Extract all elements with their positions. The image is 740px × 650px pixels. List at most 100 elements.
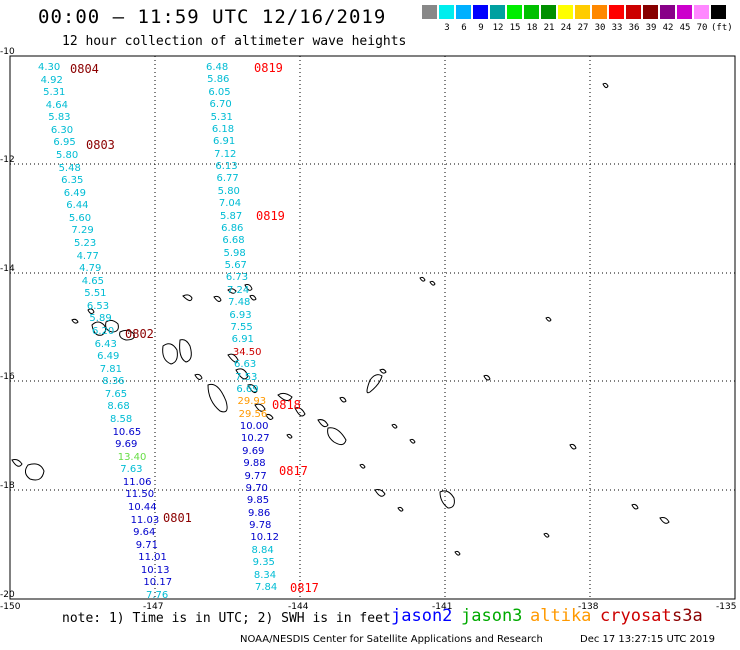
west-track-value: 6.49	[63, 187, 86, 199]
west-track-value: 13.40	[117, 451, 147, 463]
footer-credit: NOAA/NESDIS Center for Satellite Applica…	[240, 634, 543, 645]
colorbar-label: 42	[662, 23, 674, 33]
east-track-value: 7.84	[255, 582, 278, 593]
east-track-value: 6.93	[229, 309, 252, 321]
pass-time-label: 0817	[279, 464, 308, 478]
footer-timestamp: Dec 17 13:27:15 UTC 2019	[580, 634, 715, 645]
west-track-value: 5.60	[68, 212, 92, 224]
west-track-value: 4.65	[81, 275, 104, 287]
colorbar-swatch	[575, 5, 590, 19]
lat-label: -16	[0, 372, 15, 382]
west-track-value: 6.35	[61, 175, 84, 187]
colorbar-swatch	[473, 5, 488, 19]
colorbar-label: 33	[611, 23, 623, 33]
colorbar-swatch	[524, 5, 539, 19]
east-track-value: 29.56	[238, 408, 268, 420]
colorbar-swatch	[694, 5, 709, 19]
west-track-value: 6.95	[53, 137, 76, 149]
east-track-value: 9.86	[248, 507, 271, 519]
east-track-value: 8.34	[253, 569, 277, 581]
west-track-value: 11.50	[125, 489, 155, 501]
west-track-value: 6.30	[50, 124, 74, 136]
west-track-value: 5.31	[43, 87, 66, 99]
west-track-value: 8.36	[102, 376, 125, 388]
pass-time-label: 0819	[254, 61, 283, 75]
pass-time-label: 0804	[70, 62, 99, 76]
east-track-value: 5.80	[217, 185, 240, 197]
east-track-value: 7.48	[228, 297, 251, 309]
west-track-value: 4.64	[45, 99, 68, 111]
east-track-value: 10.27	[241, 433, 270, 445]
east-track-value: 7.04	[218, 198, 242, 210]
west-track-value: 9.71	[135, 539, 158, 551]
pass-time-label: 0802	[125, 327, 154, 341]
map-subtitle: 12 hour collection of altimeter wave hei…	[62, 34, 407, 49]
west-track-value: 5.48	[58, 162, 81, 174]
west-track-value: 5.80	[56, 150, 79, 161]
east-track-value: 10.00	[239, 421, 269, 433]
west-track-value: 10.44	[128, 502, 157, 513]
pass-time-label: 0819	[256, 209, 285, 223]
east-track-value: 7.24	[227, 284, 250, 296]
west-track-value: 8.68	[107, 401, 130, 413]
pass-time-label: 0803	[86, 138, 115, 152]
colorbar-label: 30	[594, 23, 606, 33]
colorbar-label: 18	[526, 23, 538, 33]
west-track-value: 5.83	[48, 112, 71, 124]
east-track-value: 6.48	[206, 62, 229, 73]
west-track-value: 11.01	[138, 552, 167, 564]
east-track-value: 5.98	[223, 247, 246, 259]
west-track-value: 6.53	[86, 300, 110, 312]
lat-label: -10	[0, 47, 15, 57]
pass-time-label: 0801	[163, 511, 192, 525]
colorbar-swatch	[643, 5, 658, 19]
colorbar-label: 6	[461, 23, 467, 33]
west-track-value: 4.30	[38, 62, 61, 73]
colorbar-label: 12	[492, 23, 504, 33]
colorbar-swatch	[541, 5, 556, 19]
west-track-value: 10.65	[112, 426, 142, 438]
west-track-value: 7.63	[120, 464, 143, 476]
west-track-value: 7.76	[146, 590, 169, 601]
colorbar-swatch	[711, 5, 726, 19]
colorbar-label: 15	[509, 23, 521, 33]
east-track-value: 9.69	[242, 445, 265, 457]
lon-label: -147	[143, 602, 164, 612]
east-track-value: 6.18	[211, 123, 235, 135]
west-track-value: 4.79	[79, 263, 102, 275]
west-track-value: 10.17	[143, 577, 173, 589]
lon-label: -150	[0, 602, 21, 612]
east-track-value: 5.87	[220, 210, 243, 222]
east-track-value: 9.85	[246, 495, 270, 507]
legend-s3a: s3a	[672, 606, 703, 626]
colorbar-label: 27	[577, 23, 589, 33]
east-track-value: 5.31	[210, 111, 233, 123]
east-track-value: 9.78	[249, 520, 272, 532]
legend-altika: altika	[530, 606, 592, 626]
pass-time-label: 0818	[272, 398, 301, 412]
east-track-value: 9.70	[245, 482, 268, 494]
east-track-value: 10.12	[250, 532, 279, 544]
legend-cryosat: cryosat	[600, 606, 672, 626]
lon-label: -135	[716, 602, 737, 612]
map-title: 00:00 — 11:59 UTC 12/16/2019	[38, 6, 387, 28]
west-track-value: 7.65	[104, 388, 128, 400]
east-track-value: 6.69	[236, 383, 259, 395]
west-track-value: 6.43	[94, 338, 117, 350]
colorbar-label: 36	[628, 23, 640, 33]
lat-label: -14	[0, 264, 15, 274]
east-track-value: 5.86	[207, 74, 230, 86]
east-track-value: 6.68	[222, 235, 245, 247]
colorbar-swatch	[558, 5, 573, 19]
west-track-value: 5.51	[84, 288, 107, 300]
east-track-value: 6.86	[221, 222, 244, 234]
colorbar-swatch	[456, 5, 471, 19]
pass-time-label: 0817	[290, 581, 319, 595]
colorbar-swatch	[507, 5, 522, 19]
colorbar-label: 9	[478, 23, 484, 33]
west-track-value: 7.29	[71, 225, 94, 237]
colorbar-label: 21	[543, 23, 555, 33]
west-track-value: 9.64	[133, 527, 156, 539]
